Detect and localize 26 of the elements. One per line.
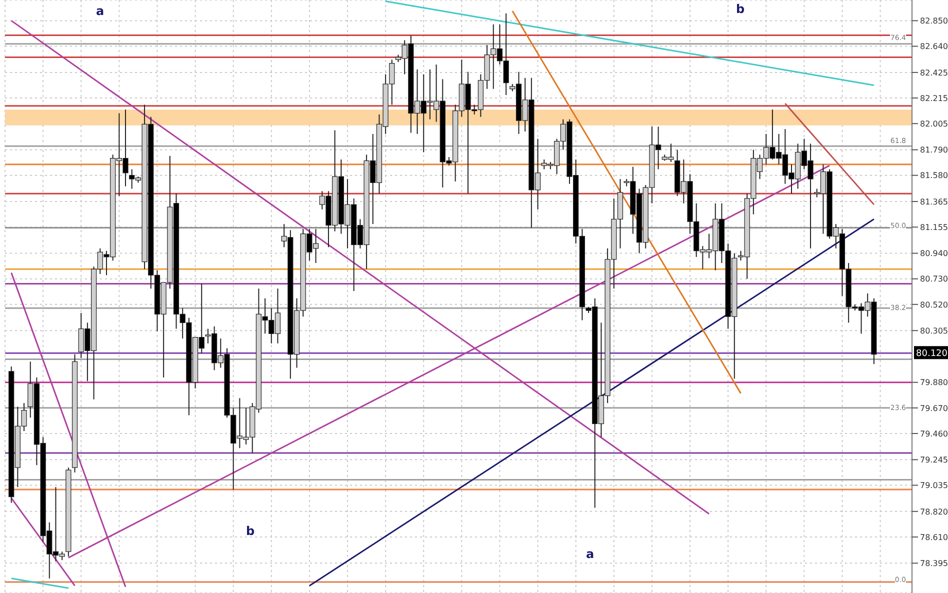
ref-line-label: 80.120 (916, 349, 948, 360)
y-tick-label: 81.790 (920, 146, 948, 155)
y-tick-label: 82.850 (920, 16, 948, 26)
y-tick-label: 78.820 (920, 507, 948, 516)
y-tick-label: 82.425 (920, 68, 948, 78)
annotation: a (96, 4, 104, 18)
y-tick-label: 79.035 (920, 481, 948, 490)
y-tick-label: 78.395 (920, 559, 948, 568)
y-tick-label: 80.305 (920, 326, 948, 336)
y-tick-label: 81.580 (920, 171, 948, 180)
y-tick-label: 80.730 (920, 274, 948, 284)
y-tick-label: 79.245 (920, 456, 948, 465)
y-tick-label: 82.005 (920, 119, 948, 128)
y-tick-label: 80.940 (920, 249, 948, 258)
annotation: b (246, 524, 255, 538)
y-tick-label: 82.640 (920, 42, 948, 52)
annotation: b (736, 2, 745, 16)
y-tick-label: 80.520 (920, 300, 948, 310)
y-tick-label: 82.215 (920, 94, 948, 103)
annotation: a (586, 547, 594, 561)
y-tick-label: 79.460 (920, 429, 948, 438)
y-tick-label: 79.670 (920, 404, 948, 413)
y-tick-label: 81.155 (920, 222, 948, 232)
y-tick-label: 81.365 (920, 197, 948, 206)
y-tick-label: 79.880 (920, 378, 948, 388)
y-tick-label: 78.610 (920, 532, 948, 542)
